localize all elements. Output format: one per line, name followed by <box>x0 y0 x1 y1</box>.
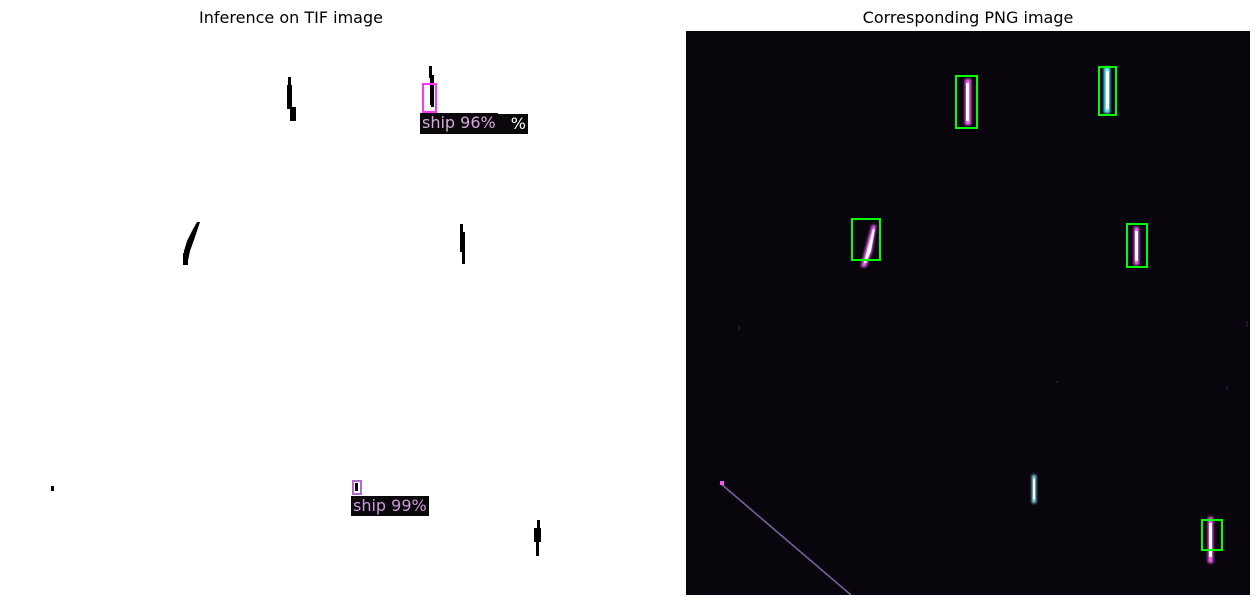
bright-ship-core-group <box>864 71 1212 557</box>
png-sar-image <box>686 31 1250 595</box>
ship-silhouette <box>355 483 358 491</box>
bright-ship-core <box>1209 523 1212 557</box>
ship-silhouette <box>429 66 432 78</box>
ship-silhouette <box>287 85 292 109</box>
noise-speckles <box>738 131 1248 452</box>
ship-silhouette <box>462 250 465 264</box>
detection-box <box>955 75 978 129</box>
ship-silhouette <box>183 253 188 265</box>
ship-silhouette <box>51 486 54 491</box>
ship-silhouette <box>288 77 291 87</box>
detection-label: ship 96% <box>420 113 498 133</box>
ship-silhouette <box>290 107 296 121</box>
png-sar-scene <box>719 66 1248 595</box>
ship-silhouette <box>534 528 541 542</box>
bright-ship-core <box>966 83 969 121</box>
ship-silhouette <box>460 224 463 234</box>
bright-ship-core <box>1135 231 1138 261</box>
bright-ship-core <box>864 229 875 263</box>
detection-box <box>352 480 362 495</box>
detection-label: ship 99% <box>351 496 429 516</box>
ship-silhouette <box>460 232 465 252</box>
bright-ship-core <box>1033 479 1035 499</box>
bright-ship-group <box>861 67 1213 563</box>
right-panel-title: Corresponding PNG image <box>862 8 1074 27</box>
ship-silhouette <box>430 75 434 105</box>
ship-silhouettes <box>51 66 541 556</box>
ship-silhouette <box>537 520 540 530</box>
tif-inference-image: % ship 96% ship 99% <box>20 31 584 595</box>
ship-silhouette <box>536 540 539 556</box>
detection-box <box>1126 223 1148 268</box>
detection-box <box>851 218 881 261</box>
detection-box <box>1201 519 1223 551</box>
tif-ship-mask <box>51 66 541 556</box>
ship-silhouette <box>431 101 434 107</box>
bright-ship-core <box>1106 71 1109 109</box>
detection-box <box>1098 66 1117 116</box>
diagonal-streak <box>719 482 852 595</box>
png-detection-boxes <box>851 66 1223 551</box>
streak-highlight <box>720 481 724 485</box>
left-panel-title: Inference on TIF image <box>199 8 383 27</box>
diagonal-streak <box>719 482 852 595</box>
detection-box <box>422 83 437 113</box>
